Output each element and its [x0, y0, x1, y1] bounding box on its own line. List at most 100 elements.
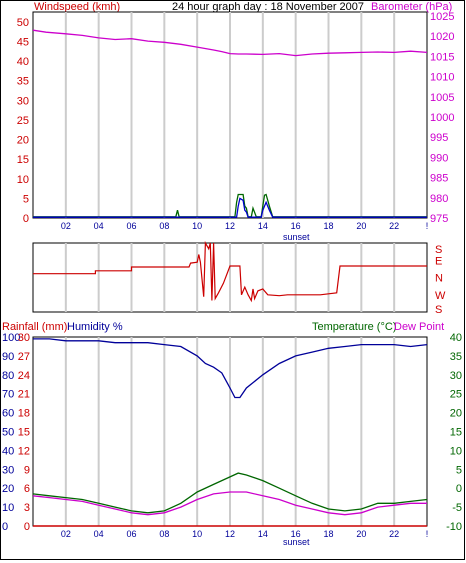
x-tick-label-wind: 22 [389, 221, 399, 231]
wind-tick-label: 25 [17, 115, 29, 127]
rainfall-tick-label: 15 [18, 427, 30, 439]
humidity-tick-label: 50 [2, 427, 14, 439]
rainfall-tick-label: 27 [18, 351, 30, 363]
wind-tick-label: 50 [17, 17, 29, 29]
rainfall-tick-label: 12 [18, 445, 30, 457]
x-tick-label-wind: 20 [356, 221, 366, 231]
wind-tick-label: 30 [17, 95, 29, 107]
x-tick-label-temp: ! [426, 529, 429, 539]
temperature-tick-label: -10 [446, 521, 462, 533]
direction-tick-label: S [435, 244, 442, 256]
baro-tick-label: 1020 [430, 31, 454, 43]
temperature-tick-label: 10 [450, 445, 462, 457]
humidity-tick-label: 70 [2, 389, 14, 401]
baro-tick-label: 1010 [430, 72, 454, 84]
wind-tick-label: 5 [23, 193, 29, 205]
sunset-label-bottom: sunset [283, 537, 310, 547]
direction-tick-label: W [435, 290, 446, 302]
windspeed-axis-label: Windspeed (kmh) [34, 1, 120, 13]
humidity-tick-label: 100 [2, 332, 20, 344]
temperature-tick-label: 25 [450, 389, 462, 401]
direction-tick-label: E [435, 255, 442, 267]
baro-tick-label: 1000 [430, 112, 454, 124]
temperature-axis-label: Temperature (°C) [312, 321, 396, 333]
x-tick-label-wind: 18 [323, 221, 333, 231]
x-tick-label-wind: 06 [126, 221, 136, 231]
rainfall-tick-label: 9 [24, 464, 30, 476]
humidity-tick-label: 30 [2, 464, 14, 476]
wind-tick-label: 15 [17, 154, 29, 166]
x-tick-label-wind: 12 [225, 221, 235, 231]
humidity-tick-label: 0 [2, 521, 8, 533]
wind-tick-label: 20 [17, 135, 29, 147]
temperature-tick-label: 40 [450, 332, 462, 344]
humidity-axis-label: Humidity % [67, 321, 123, 333]
rainfall-tick-label: 0 [24, 521, 30, 533]
x-tick-label-temp: 22 [389, 529, 399, 539]
direction-tick-label: S [435, 304, 442, 316]
x-tick-label-temp: 20 [356, 529, 366, 539]
x-tick-label-temp: 10 [192, 529, 202, 539]
temperature-tick-label: 5 [456, 464, 462, 476]
x-tick-label-temp: 02 [61, 529, 71, 539]
x-tick-label-wind: 02 [61, 221, 71, 231]
wind-tick-label: 35 [17, 76, 29, 88]
temperature-tick-label: 15 [450, 427, 462, 439]
x-tick-label-temp: 06 [126, 529, 136, 539]
humidity-tick-label: 10 [2, 502, 14, 514]
baro-tick-label: 990 [430, 152, 448, 164]
sunset-label-top: sunset [283, 232, 310, 242]
avgwind-series-line [33, 197, 427, 218]
x-tick-label-wind: 14 [258, 221, 268, 231]
x-tick-label-wind: 08 [159, 221, 169, 231]
rainfall-tick-label: 24 [18, 370, 30, 382]
baro-tick-label: 1015 [430, 51, 454, 63]
temperature-tick-label: 30 [450, 370, 462, 382]
wind-tick-label: 40 [17, 56, 29, 68]
rainfall-tick-label: 18 [18, 408, 30, 420]
rainfall-tick-label: 30 [18, 332, 30, 344]
x-tick-label-temp: 04 [94, 529, 104, 539]
humidity-tick-label: 40 [2, 445, 14, 457]
rainfall-tick-label: 3 [24, 502, 30, 514]
direction-tick-label: N [435, 273, 443, 285]
baro-tick-label: 1025 [430, 11, 454, 23]
x-tick-label-wind: 16 [291, 221, 301, 231]
dewpoint-axis-label: Dew Point [394, 321, 444, 333]
x-tick-label-temp: 08 [159, 529, 169, 539]
humidity-tick-label: 60 [2, 408, 14, 420]
temperature-tick-label: 0 [456, 483, 462, 495]
graph-title: 24 hour graph day : 18 November 2007 [172, 1, 364, 13]
humidity-tick-label: 80 [2, 370, 14, 382]
rainfall-tick-label: 6 [24, 483, 30, 495]
baro-tick-label: 975 [430, 213, 448, 225]
baro-tick-label: 1005 [430, 92, 454, 104]
baro-tick-label: 985 [430, 173, 448, 185]
temp-series-line [32, 472, 428, 514]
humidity-tick-label: 90 [2, 351, 14, 363]
humidity-tick-label: 20 [2, 483, 14, 495]
wind-tick-label: 10 [17, 174, 29, 186]
temperature-tick-label: 35 [450, 351, 462, 363]
rainfall-axis-label: Rainfall (mm) [2, 321, 67, 333]
wind-tick-label: 0 [23, 213, 29, 225]
dew-series-line [32, 491, 427, 516]
wind-tick-label: 45 [17, 36, 29, 48]
x-tick-label-temp: 12 [225, 529, 235, 539]
temperature-tick-label: 20 [450, 408, 462, 420]
rainfall-tick-label: 21 [18, 389, 30, 401]
x-tick-label-wind: 10 [192, 221, 202, 231]
x-tick-label-temp: 18 [323, 529, 333, 539]
x-tick-label-wind: 04 [94, 221, 104, 231]
x-tick-label-wind: ! [426, 221, 429, 231]
baro-series-line [32, 29, 428, 57]
baro-tick-label: 995 [430, 132, 448, 144]
hum-series-line [33, 338, 428, 399]
barometer-axis-label: Barometer (hPa) [371, 1, 452, 13]
x-tick-label-temp: 14 [258, 529, 268, 539]
temperature-tick-label: -5 [452, 502, 462, 514]
baro-tick-label: 980 [430, 193, 448, 205]
